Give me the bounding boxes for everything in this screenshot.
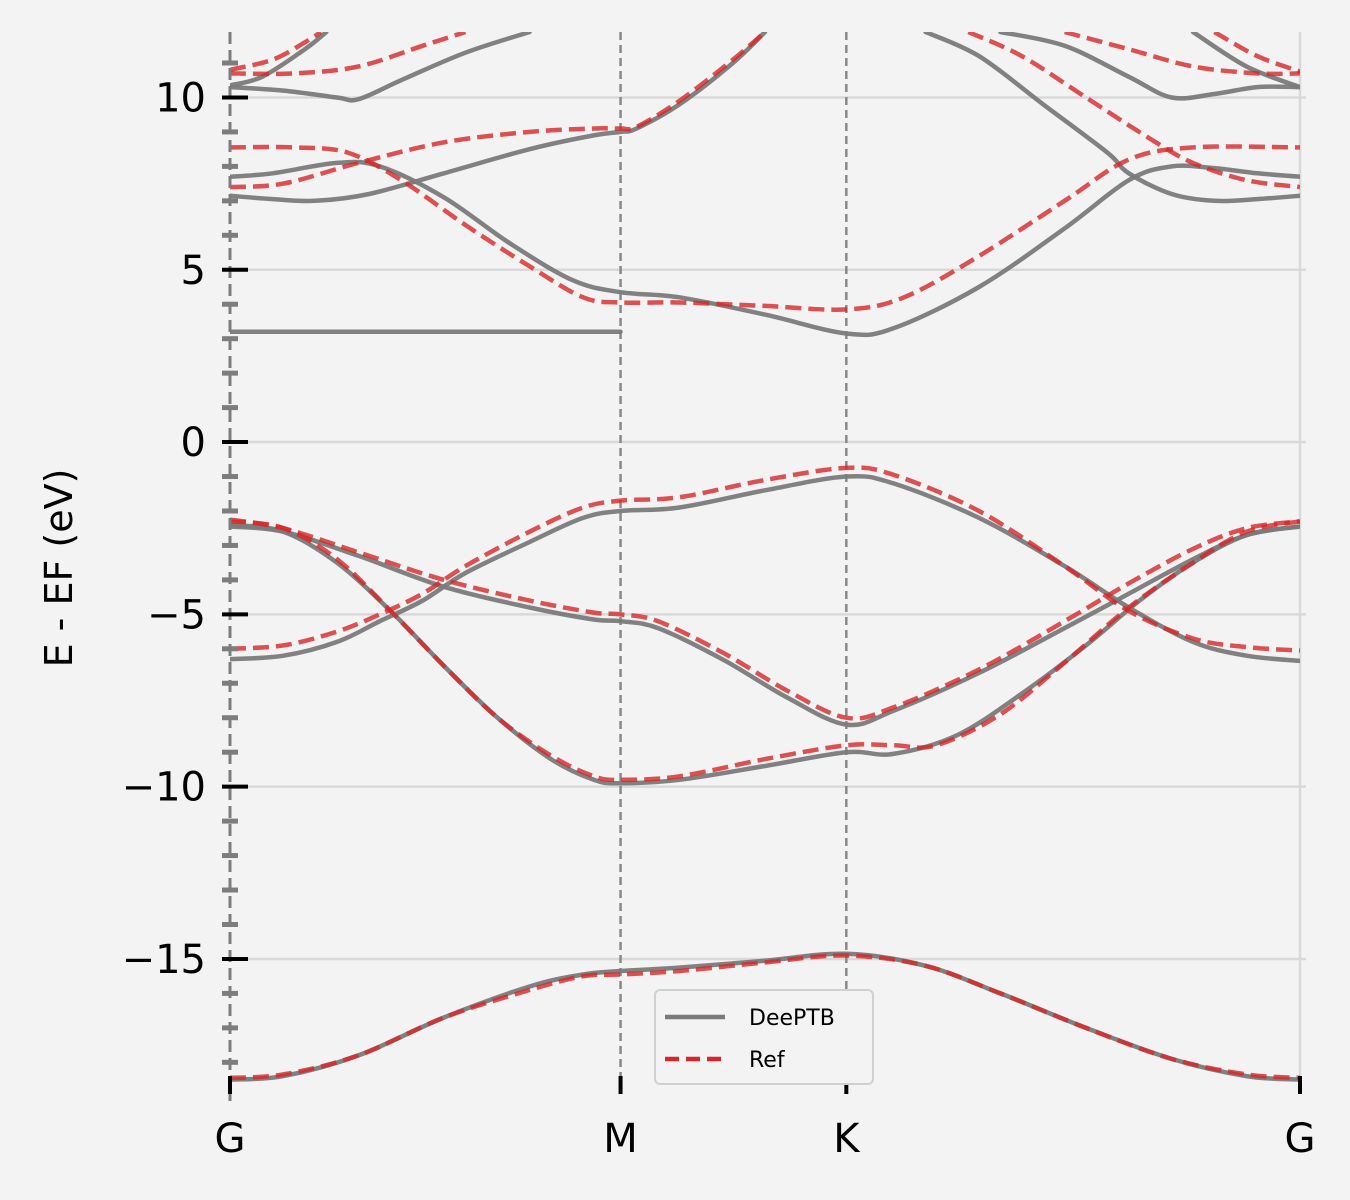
x-tick-label-M: M <box>603 1116 638 1162</box>
band-DeePTB-10 <box>998 32 1300 101</box>
y-tick-label: −10 <box>122 765 206 811</box>
band-Ref-1 <box>230 519 1300 783</box>
band-Ref-9 <box>1064 32 1300 77</box>
band-DeePTB-11 <box>1190 32 1300 90</box>
band-DeePTB-2 <box>230 524 1300 728</box>
band-DeePTB-9 <box>923 32 1300 204</box>
x-tick-label-G: G <box>215 1116 246 1162</box>
band-DeePTB-8 <box>230 32 329 88</box>
series-layer <box>230 32 1300 1082</box>
y-tick-label: −5 <box>147 592 206 638</box>
legend-label-Ref: Ref <box>749 1048 786 1073</box>
x-tick-label-K: K <box>833 1116 861 1162</box>
y-axis-label: E - EF (eV) <box>37 469 81 668</box>
y-tick-label: 5 <box>181 248 206 294</box>
band-Ref-7 <box>230 32 323 73</box>
y-axis: 10 5 0 −5 −10 −15 <box>122 32 248 1101</box>
legend-label-DeePTB: DeePTB <box>749 1006 835 1031</box>
band-Ref-4 <box>230 32 767 190</box>
band-Ref-6 <box>230 32 467 77</box>
band-DeePTB-7 <box>230 32 532 103</box>
band-DeePTB-6 <box>230 159 1300 338</box>
kpoint-lines <box>619 32 848 1083</box>
band-Ref-5 <box>230 144 1300 312</box>
series-DeePTB <box>230 32 1300 1082</box>
series-Ref <box>230 32 1300 1081</box>
y-tick-label: −15 <box>122 937 206 983</box>
band-Ref-8 <box>967 32 1300 190</box>
band-Ref-3 <box>230 465 1300 653</box>
band-Ref-2 <box>230 517 1300 721</box>
legend: DeePTB Ref <box>654 989 874 1085</box>
band-DeePTB-5 <box>230 32 768 204</box>
band-Ref-10 <box>1213 32 1300 74</box>
band-Ref-0 <box>230 953 1300 1081</box>
y-tick-label: 0 <box>181 420 206 466</box>
y-tick-label: 10 <box>155 75 206 121</box>
x-tick-label-G: G <box>1285 1116 1316 1162</box>
